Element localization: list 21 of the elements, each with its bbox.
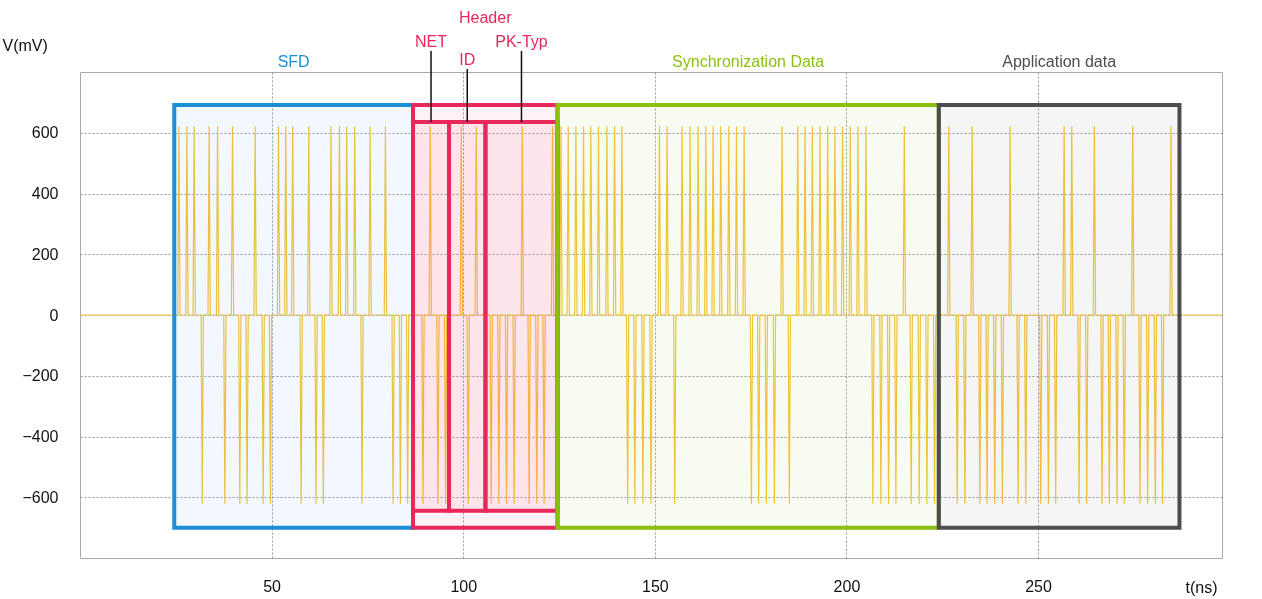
- y-tick-label: 600: [31, 124, 59, 142]
- y-tick-label: −400: [22, 428, 59, 445]
- x-tick-label: 50: [263, 577, 282, 595]
- band-label: PK-Typ: [495, 33, 548, 50]
- band-label: SFD: [277, 53, 310, 70]
- x-tick-label: 150: [641, 577, 669, 595]
- x-tick-label: 100: [450, 577, 478, 595]
- x-axis-title: t(ns): [1185, 578, 1218, 596]
- x-tick-label: 200: [833, 577, 861, 595]
- band-label: Synchronization Data: [672, 53, 825, 70]
- y-tick-label: 200: [31, 245, 59, 263]
- band-label: Application data: [1002, 53, 1117, 70]
- y-tick-label: 0: [49, 306, 59, 324]
- band-label: ID: [459, 51, 476, 68]
- y-tick-label: 400: [31, 185, 59, 202]
- y-axis-title: V(mV): [2, 36, 48, 54]
- band-label: Header: [459, 9, 513, 26]
- y-tick-label: −200: [22, 367, 59, 385]
- band-label: NET: [415, 33, 448, 50]
- x-tick-label: 250: [1025, 577, 1052, 595]
- y-tick-label: −600: [22, 488, 59, 506]
